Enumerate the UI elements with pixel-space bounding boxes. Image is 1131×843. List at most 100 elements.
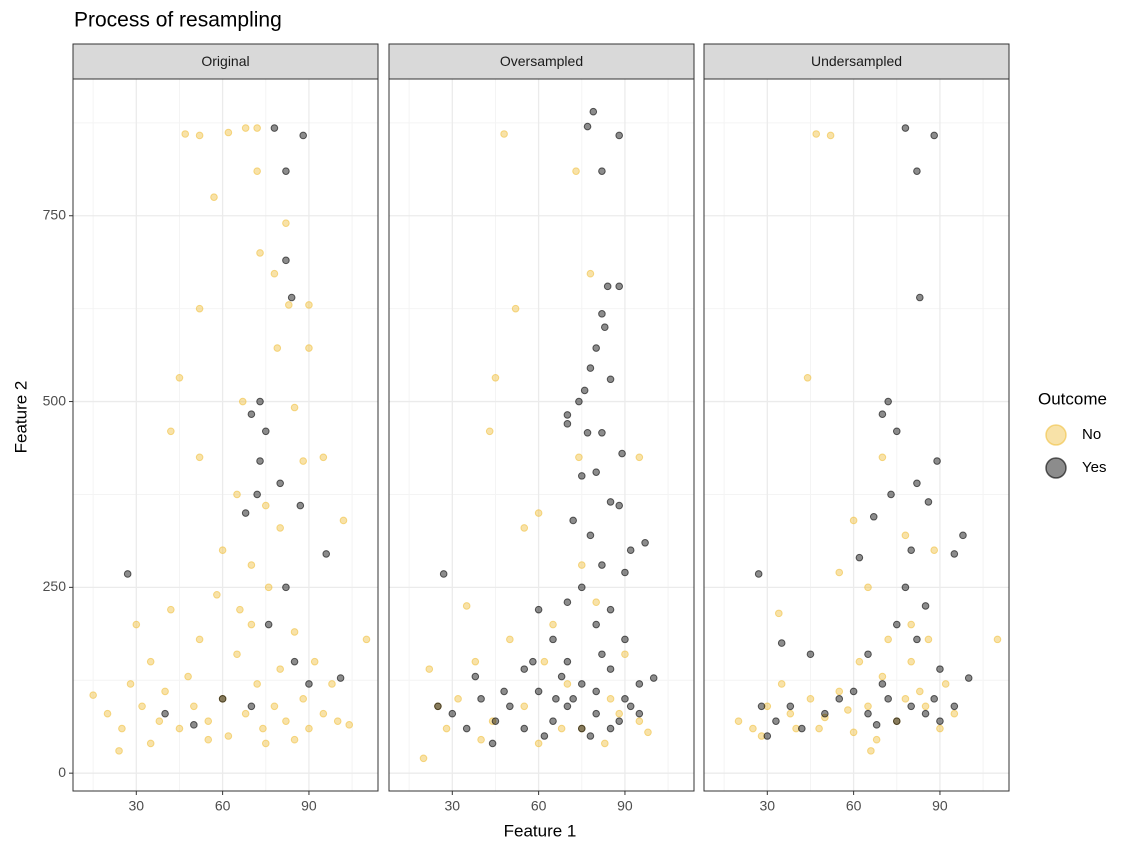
point (635, 453, 644, 462)
point (563, 702, 572, 711)
x-tick-label: 60 (846, 798, 862, 814)
point (506, 635, 514, 644)
point (132, 620, 141, 629)
point (485, 427, 494, 436)
point (577, 472, 586, 480)
point (641, 538, 649, 547)
point (878, 680, 887, 688)
point (592, 709, 600, 718)
point (425, 665, 434, 673)
point (540, 732, 549, 740)
point (253, 124, 261, 132)
point (826, 131, 835, 140)
point (138, 702, 146, 711)
point (757, 702, 766, 711)
point (339, 516, 348, 525)
point (621, 568, 629, 577)
point (290, 628, 299, 636)
point (621, 650, 629, 659)
point (195, 635, 204, 644)
point (282, 219, 290, 227)
point (878, 453, 887, 462)
point (123, 570, 132, 578)
point (569, 695, 577, 703)
point (907, 702, 915, 711)
point (563, 680, 572, 688)
point (261, 501, 270, 510)
point (276, 524, 284, 532)
x-tick-label: 60 (531, 798, 547, 814)
panel-border (703, 78, 1010, 792)
point (167, 605, 175, 614)
point (270, 269, 279, 278)
point (534, 605, 543, 614)
point (299, 131, 307, 140)
y-tick-label: 750 (43, 206, 67, 222)
point (224, 128, 233, 137)
point (247, 620, 256, 629)
point (233, 490, 241, 499)
point (598, 650, 606, 659)
point (333, 717, 342, 725)
point (586, 732, 595, 740)
point (236, 605, 244, 614)
point (901, 531, 910, 540)
point (511, 304, 520, 313)
point (477, 695, 485, 703)
point (305, 301, 313, 309)
point (448, 709, 457, 718)
point (282, 256, 290, 265)
point (921, 702, 930, 711)
point (993, 635, 1002, 644)
strip-label: Oversampled (500, 53, 583, 69)
point (806, 650, 815, 659)
point (305, 724, 313, 733)
point (907, 620, 915, 629)
point (563, 420, 572, 428)
point (238, 397, 247, 406)
point (950, 702, 959, 711)
point (913, 479, 921, 488)
point (290, 403, 299, 412)
point (798, 724, 806, 733)
point (282, 717, 290, 725)
point (615, 501, 623, 510)
point (941, 680, 950, 688)
y-axis-title: Feature 2 (11, 381, 30, 454)
point (167, 427, 175, 436)
point (299, 695, 307, 703)
point (580, 386, 589, 395)
x-tick-label: 30 (760, 798, 776, 814)
point (586, 364, 595, 372)
point (618, 449, 626, 458)
point (204, 717, 213, 725)
point (454, 695, 462, 703)
x-tick-label: 90 (301, 798, 317, 814)
point (592, 598, 600, 607)
point (924, 635, 933, 644)
point (803, 373, 812, 382)
point (872, 721, 881, 729)
point (821, 709, 829, 718)
point (471, 657, 480, 666)
point (606, 498, 615, 506)
point (916, 687, 924, 696)
point (884, 635, 892, 644)
point (161, 687, 169, 696)
point (552, 695, 560, 703)
point (924, 498, 933, 506)
strip (703, 43, 1010, 80)
point (864, 709, 872, 718)
point (520, 665, 529, 673)
point (520, 724, 529, 733)
point (253, 680, 261, 688)
point (749, 724, 757, 733)
point (256, 249, 264, 257)
point (296, 501, 305, 510)
point (575, 397, 583, 406)
chart-title: Process of resampling (74, 9, 282, 32)
point (290, 735, 299, 744)
y-tick-label: 250 (43, 578, 67, 594)
point (792, 724, 800, 733)
point (621, 695, 629, 703)
